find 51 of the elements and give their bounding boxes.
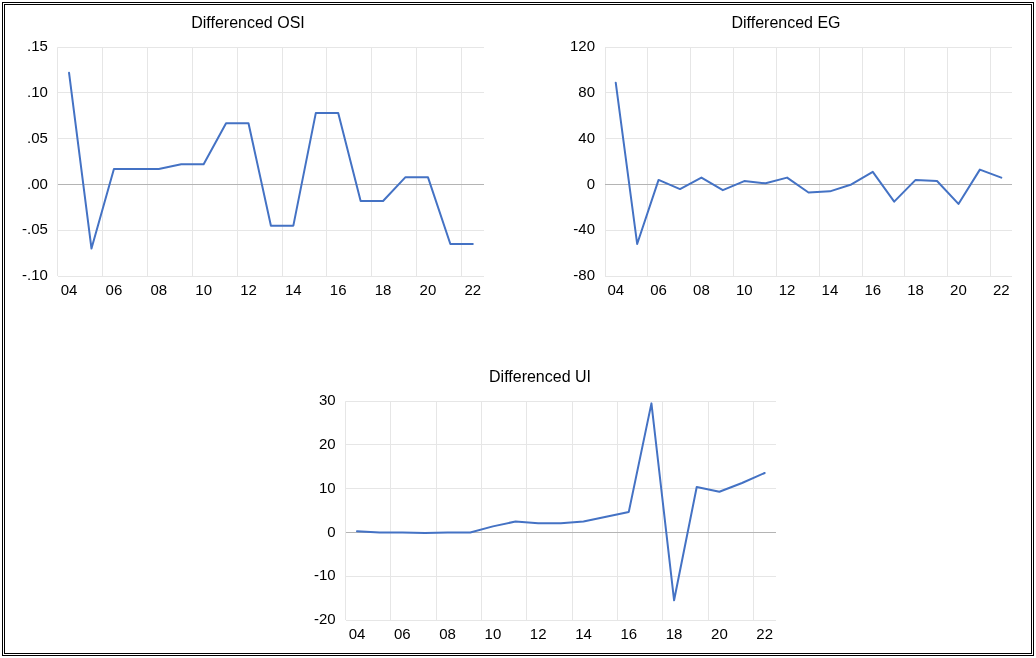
x-tick-label: 08 xyxy=(693,281,710,299)
chart-title: Differenced OSI xyxy=(191,14,305,32)
y-tick-label: 120 xyxy=(570,37,596,55)
y-tick-label: -80 xyxy=(573,266,596,284)
x-tick-label: 16 xyxy=(329,281,347,299)
x-tick-label: 08 xyxy=(150,281,168,299)
x-tick-label: 12 xyxy=(529,625,547,643)
x-tick-label: 06 xyxy=(650,281,667,299)
x-tick-label: 22 xyxy=(756,625,774,643)
y-tick-label: -.05 xyxy=(21,220,48,238)
x-tick-label: 16 xyxy=(864,281,882,299)
x-tick-label: 20 xyxy=(711,625,728,643)
x-tick-label: 18 xyxy=(374,281,392,299)
x-tick-label: 10 xyxy=(484,625,502,643)
y-tick-label: -.10 xyxy=(21,266,48,284)
x-tick-label: 06 xyxy=(393,625,411,643)
x-tick-label: 22 xyxy=(464,281,482,299)
x-tick-label: 20 xyxy=(419,281,437,299)
y-tick-label: 10 xyxy=(318,478,336,496)
x-tick-label: 16 xyxy=(620,625,638,643)
y-tick-label: 20 xyxy=(318,435,336,453)
y-tick-label: 40 xyxy=(578,128,596,146)
y-tick-label: .15 xyxy=(26,37,48,55)
x-tick-label: 18 xyxy=(665,625,683,643)
y-tick-label: .05 xyxy=(26,128,48,146)
y-tick-label: -40 xyxy=(573,220,596,238)
y-tick-label: 80 xyxy=(578,83,596,101)
x-tick-label: 10 xyxy=(195,281,212,299)
x-tick-label: 14 xyxy=(821,281,839,299)
x-tick-label: 08 xyxy=(439,625,456,643)
y-tick-label: -20 xyxy=(313,610,336,628)
x-tick-label: 06 xyxy=(105,281,123,299)
x-tick-label: 12 xyxy=(778,281,796,299)
x-tick-label: 04 xyxy=(607,281,625,299)
y-tick-label: -10 xyxy=(313,566,336,584)
y-tick-label: .10 xyxy=(26,83,48,101)
x-tick-label: 18 xyxy=(907,281,924,299)
x-tick-label: 14 xyxy=(575,625,592,643)
x-tick-label: 04 xyxy=(348,625,366,643)
x-tick-label: 14 xyxy=(285,281,302,299)
y-tick-label: .00 xyxy=(26,174,48,192)
y-tick-label: 0 xyxy=(327,522,336,540)
y-tick-label: 30 xyxy=(318,391,336,409)
y-tick-label: 0 xyxy=(586,174,596,192)
x-tick-label: 12 xyxy=(240,281,257,299)
x-tick-label: 22 xyxy=(992,281,1010,299)
chart-title: Differenced EG xyxy=(731,14,841,32)
x-tick-label: 20 xyxy=(950,281,967,299)
chart-title: Differenced UI xyxy=(489,368,591,386)
x-tick-label: 10 xyxy=(735,281,753,299)
x-tick-label: 04 xyxy=(60,281,78,299)
